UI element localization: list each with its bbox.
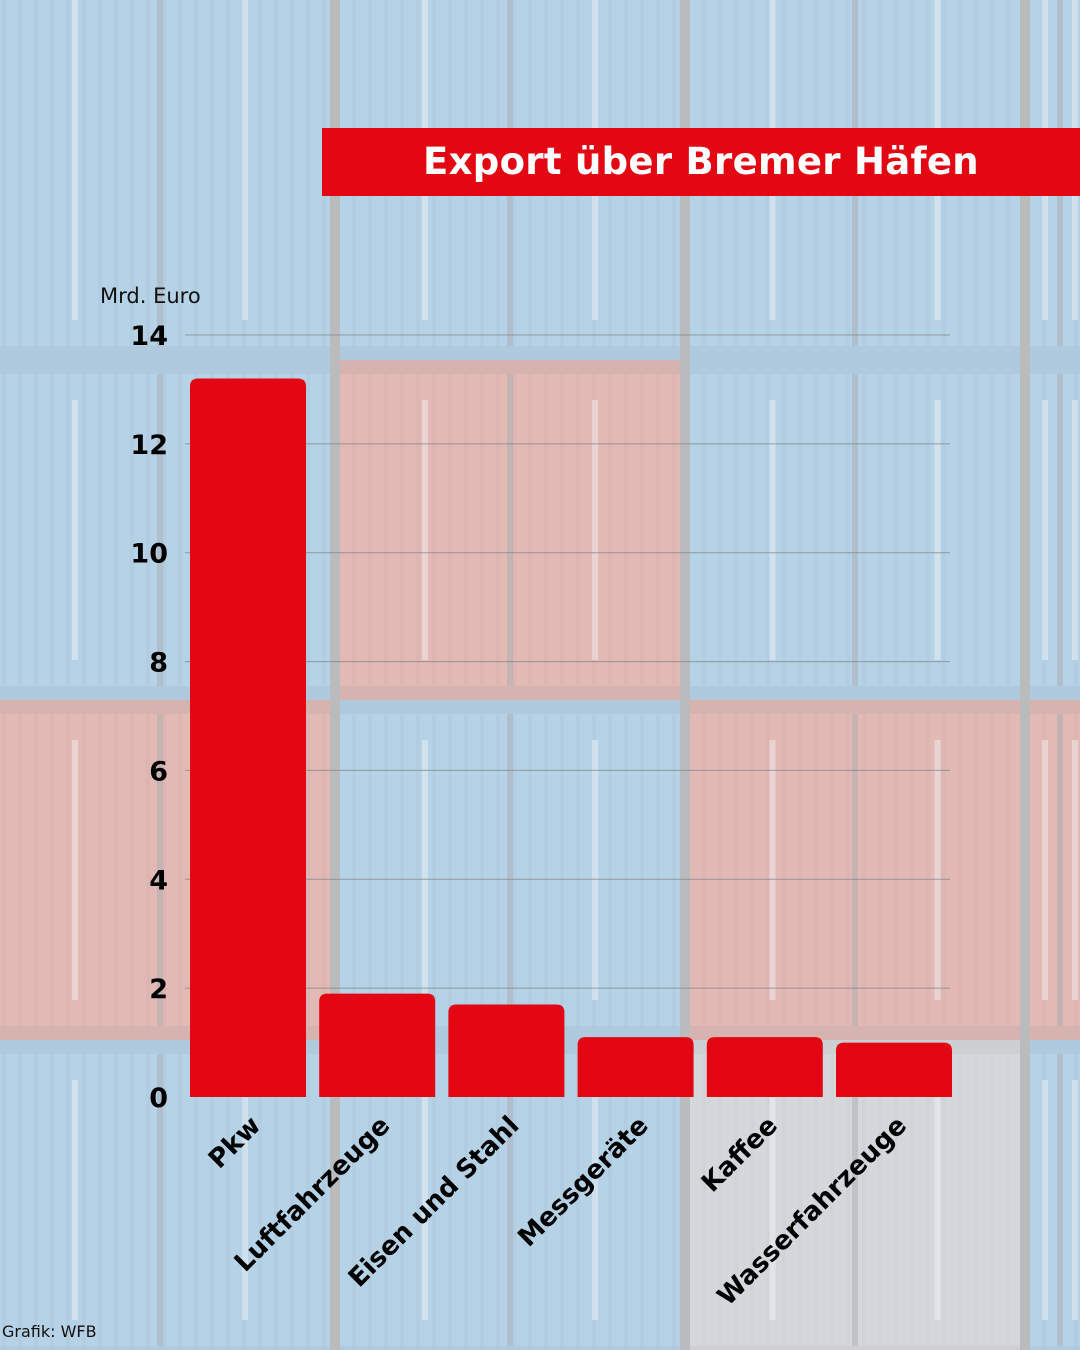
category-label: Messgeräte [512,1111,654,1253]
bar [706,1037,823,1097]
y-axis-unit-label: Mrd. Euro [100,284,201,308]
source-credit: Grafik: WFB [2,1322,97,1341]
gridlines [185,334,950,989]
bar [190,378,306,1097]
bar [319,993,436,1097]
y-tick-label: 10 [130,539,168,570]
title-banner: Export über Bremer Häfen [322,128,1080,196]
y-tick-label: 2 [149,974,168,1005]
y-tick-label: 12 [130,430,168,461]
bar [577,1037,694,1097]
bar [836,1042,952,1097]
y-tick-label: 4 [149,865,168,896]
y-tick-label: 8 [149,648,168,679]
bar [448,1004,565,1097]
category-label: Pkw [203,1111,267,1175]
y-tick-label: 6 [149,756,168,787]
y-tick-label: 0 [149,1083,168,1114]
category-label: Kaffee [696,1111,784,1199]
bars [190,378,952,1097]
y-tick-label: 14 [130,321,168,352]
chart-title: Export über Bremer Häfen [423,140,979,183]
y-axis-ticks: 0 2 4 6 8 10 12 14 [130,321,168,1114]
